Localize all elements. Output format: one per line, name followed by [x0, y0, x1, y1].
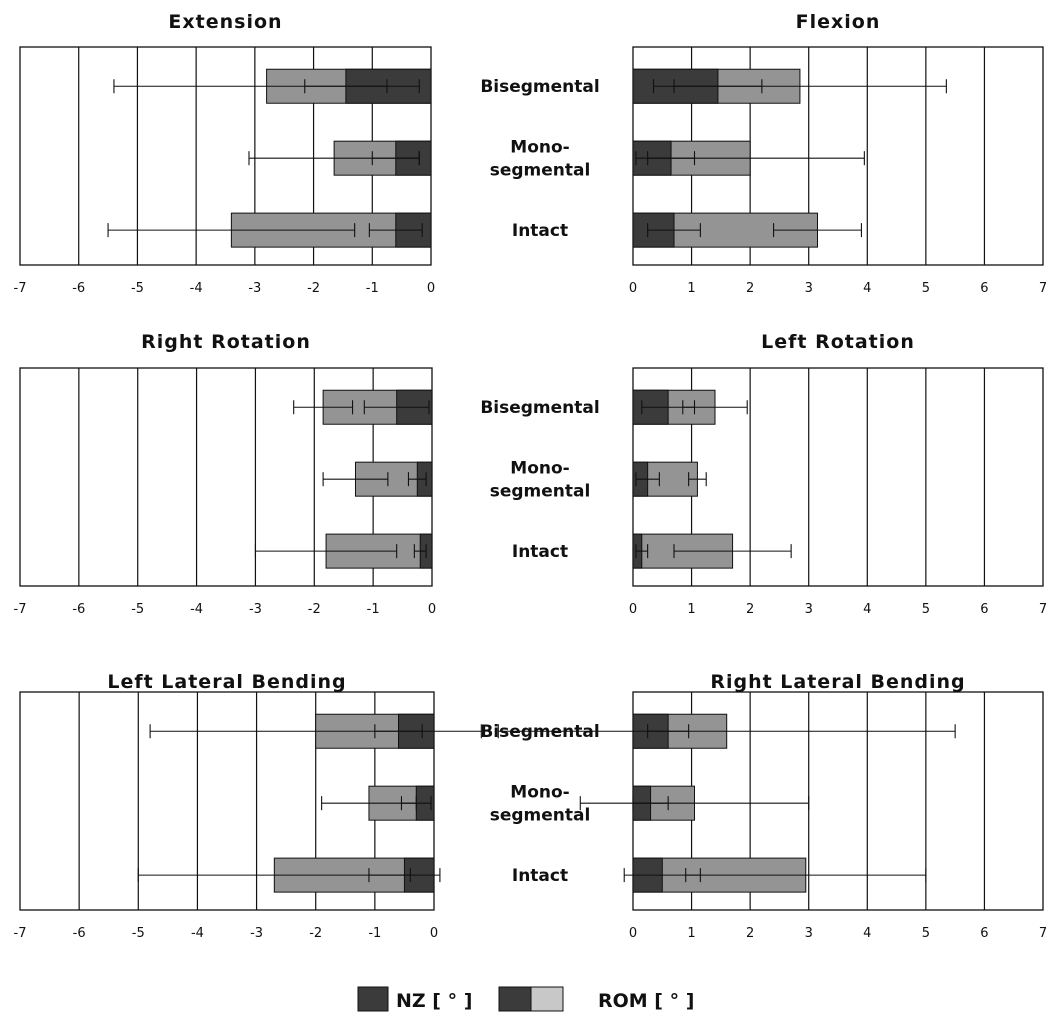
- legend-label-rom: ROM [ ° ]: [598, 990, 694, 1012]
- tick-label: 3: [805, 926, 813, 941]
- tick-label: 2: [746, 281, 754, 296]
- tick-label: 2: [746, 926, 754, 941]
- category-label-line: Intact: [512, 221, 568, 241]
- category-label: Mono-segmental: [490, 783, 591, 826]
- category-label-line: segmental: [490, 482, 591, 502]
- tick-label: -7: [14, 281, 27, 296]
- tick-label: -7: [14, 602, 27, 617]
- tick-label: -6: [72, 281, 85, 296]
- tick-label: -5: [131, 281, 144, 296]
- tick-label: 0: [629, 602, 637, 617]
- category-label: Bisegmental: [480, 398, 599, 418]
- chart-title: Right Rotation: [141, 331, 311, 353]
- tick-label: -5: [131, 602, 144, 617]
- tick-label: 5: [922, 602, 930, 617]
- tick-label: 0: [428, 602, 436, 617]
- category-label-line: Bisegmental: [480, 398, 599, 418]
- tick-label: 3: [805, 602, 813, 617]
- tick-label: 0: [629, 281, 637, 296]
- category-label: Bisegmental: [480, 77, 599, 97]
- tick-label: 4: [863, 602, 871, 617]
- category-label: Mono-segmental: [490, 138, 591, 181]
- category-label: Bisegmental: [480, 722, 599, 742]
- tick-label: 1: [687, 926, 695, 941]
- tick-label: -2: [307, 281, 320, 296]
- category-label: Mono-segmental: [490, 459, 591, 502]
- category-label-line: Bisegmental: [480, 722, 599, 742]
- chart-right-lateral-bending: Right Lateral Bending 0 1 2 3 4 5 6 7 Bisegmental…: [480, 671, 1047, 941]
- category-label-line: Mono-: [510, 459, 569, 479]
- category-label-line: Mono-: [510, 138, 569, 158]
- tick-label: 2: [746, 602, 754, 617]
- chart-left-rotation: Left Rotation 0 1 2 3 4 5 6 7 Bisegmental Mono-seg…: [480, 331, 1047, 617]
- tick-label: 1: [687, 602, 695, 617]
- chart-title: Left Lateral Bending: [107, 671, 346, 693]
- tick-label: -3: [248, 281, 261, 296]
- tick-label: 6: [980, 926, 988, 941]
- tick-label: -6: [73, 926, 86, 941]
- chart-title: Right Lateral Bending: [710, 671, 965, 693]
- tick-label: -2: [309, 926, 322, 941]
- tick-label: -4: [191, 926, 204, 941]
- chart-right-rotation: Right Rotation -7 -6 -5 -4 -3 -2 -1 0: [14, 331, 437, 617]
- tick-label: 6: [980, 602, 988, 617]
- tick-label: -1: [366, 281, 379, 296]
- tick-label: 0: [629, 926, 637, 941]
- tick-label: 0: [430, 926, 438, 941]
- tick-label: 5: [922, 926, 930, 941]
- chart-title: Extension: [168, 11, 282, 33]
- tick-label: -7: [14, 926, 27, 941]
- chart-flexion: Flexion 0 1 2 3 4 5 6 7 Bisegmental Mono-segmental…: [480, 11, 1047, 296]
- tick-label: 7: [1039, 281, 1047, 296]
- tick-label: 4: [863, 281, 871, 296]
- tick-label: 5: [922, 281, 930, 296]
- legend-swatch-rom-light: [530, 986, 564, 1012]
- chart-title: Flexion: [796, 11, 881, 33]
- category-label-line: segmental: [490, 806, 591, 826]
- category-label-line: segmental: [490, 161, 591, 181]
- tick-label: 0: [427, 281, 435, 296]
- category-label-line: Mono-: [510, 783, 569, 803]
- category-label-line: Intact: [512, 542, 568, 562]
- chart-left-lateral-bending: Left Lateral Bending -7 -6 -5 -4 -3 -2 -1 0: [14, 671, 482, 941]
- category-label: Intact: [512, 866, 568, 886]
- tick-label: -6: [72, 602, 85, 617]
- tick-label: 3: [805, 281, 813, 296]
- tick-label: -5: [132, 926, 145, 941]
- tick-label: -1: [367, 602, 380, 617]
- legend-swatch-rom-dark: [498, 986, 532, 1012]
- tick-label: -3: [249, 602, 262, 617]
- legend-swatch-nz: [357, 986, 389, 1012]
- tick-label: -4: [190, 602, 203, 617]
- tick-label: -2: [308, 602, 321, 617]
- category-label: Intact: [512, 221, 568, 241]
- legend: NZ [ ° ] ROM [ ° ]: [357, 986, 694, 1012]
- tick-label: 7: [1039, 602, 1047, 617]
- tick-label: 6: [980, 281, 988, 296]
- category-label: Intact: [512, 542, 568, 562]
- tick-label: 7: [1039, 926, 1047, 941]
- tick-label: -3: [250, 926, 263, 941]
- legend-label-nz: NZ [ ° ]: [396, 990, 472, 1012]
- tick-label: -1: [368, 926, 381, 941]
- tick-label: -4: [190, 281, 203, 296]
- chart-extension: Extension -7 -6 -5 -4 -3 -2 -1 0: [14, 11, 436, 296]
- tick-label: 4: [863, 926, 871, 941]
- category-label-line: Intact: [512, 866, 568, 886]
- tick-label: 1: [687, 281, 695, 296]
- chart-title: Left Rotation: [761, 331, 915, 353]
- category-label-line: Bisegmental: [480, 77, 599, 97]
